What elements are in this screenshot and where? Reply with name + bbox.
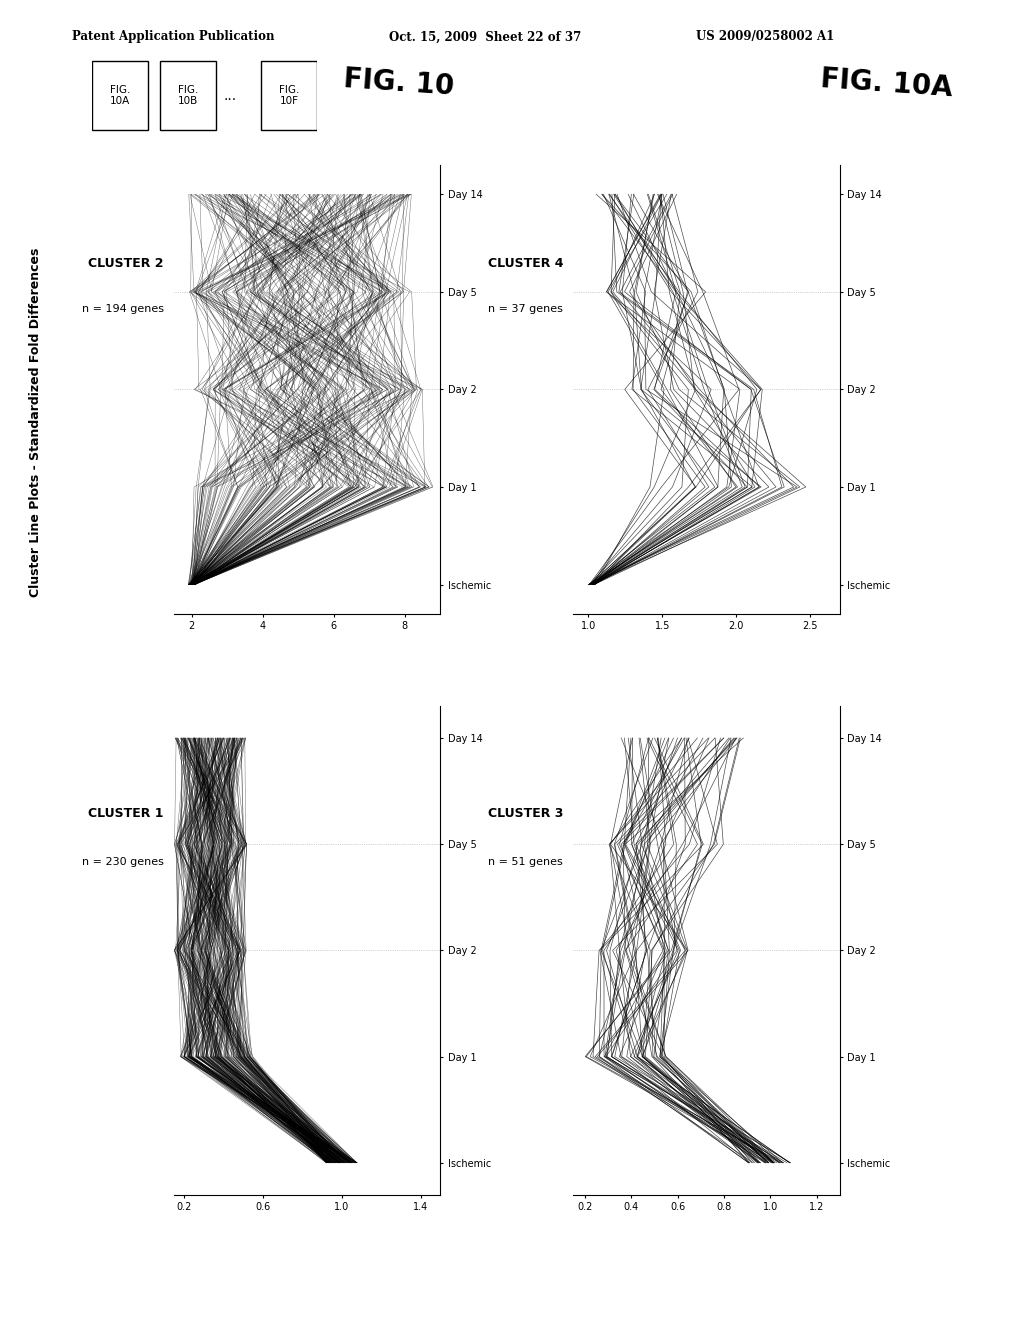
Text: n = 37 genes: n = 37 genes — [488, 304, 563, 314]
Text: Patent Application Publication: Patent Application Publication — [72, 30, 274, 44]
Text: FIG. 10: FIG. 10 — [343, 65, 456, 100]
Text: ...: ... — [223, 88, 237, 103]
FancyBboxPatch shape — [261, 61, 317, 131]
Text: FIG.
10A: FIG. 10A — [111, 84, 130, 107]
Text: FIG. 10A: FIG. 10A — [819, 65, 953, 102]
Text: US 2009/0258002 A1: US 2009/0258002 A1 — [696, 30, 835, 44]
Text: n = 194 genes: n = 194 genes — [82, 304, 164, 314]
Text: CLUSTER 3: CLUSTER 3 — [487, 807, 563, 820]
Text: Cluster Line Plots - Standardized Fold Differences: Cluster Line Plots - Standardized Fold D… — [30, 248, 42, 597]
Text: CLUSTER 1: CLUSTER 1 — [88, 807, 164, 820]
FancyBboxPatch shape — [92, 61, 148, 131]
Text: FIG.
10B: FIG. 10B — [178, 84, 198, 107]
Text: CLUSTER 2: CLUSTER 2 — [88, 257, 164, 271]
Text: CLUSTER 4: CLUSTER 4 — [487, 257, 563, 271]
FancyBboxPatch shape — [160, 61, 216, 131]
Text: n = 51 genes: n = 51 genes — [488, 858, 563, 867]
Text: Oct. 15, 2009  Sheet 22 of 37: Oct. 15, 2009 Sheet 22 of 37 — [389, 30, 582, 44]
Text: FIG.
10F: FIG. 10F — [280, 84, 299, 107]
Text: n = 230 genes: n = 230 genes — [82, 858, 164, 867]
